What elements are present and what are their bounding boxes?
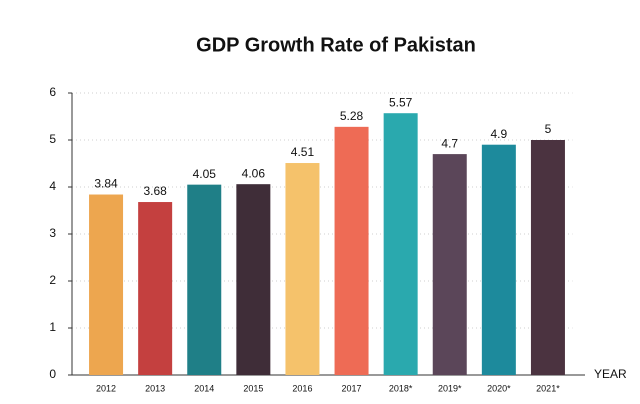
x-axis-label: YEAR bbox=[594, 367, 627, 381]
data-label: 3.68 bbox=[143, 184, 167, 198]
x-tick-label: 2013 bbox=[145, 383, 165, 393]
data-label: 4.05 bbox=[193, 167, 217, 181]
data-label: 4.06 bbox=[242, 166, 266, 180]
x-tick-label: 2017 bbox=[342, 383, 362, 393]
y-tick-label: 2 bbox=[49, 273, 56, 287]
y-tick-label: 4 bbox=[49, 179, 56, 193]
x-tick-label: 2015 bbox=[243, 383, 263, 393]
bar bbox=[432, 154, 467, 375]
bar bbox=[138, 202, 173, 375]
chart-title: GDP Growth Rate of Pakistan bbox=[196, 34, 476, 56]
y-tick-label: 1 bbox=[49, 320, 56, 334]
bar bbox=[383, 113, 418, 376]
x-tick-label: 2020* bbox=[487, 383, 511, 393]
x-tick-label: 2014 bbox=[194, 383, 214, 393]
data-label: 4.7 bbox=[441, 136, 458, 150]
bar bbox=[481, 144, 516, 375]
x-tick-label: 2021* bbox=[536, 383, 560, 393]
bar bbox=[89, 194, 124, 375]
bar bbox=[530, 140, 565, 375]
x-tick-label: 2019* bbox=[438, 383, 462, 393]
data-label: 4.51 bbox=[291, 145, 315, 159]
y-tick-label: 6 bbox=[49, 85, 56, 99]
data-label: 5 bbox=[545, 122, 552, 136]
bar bbox=[334, 126, 369, 375]
bar bbox=[236, 184, 271, 375]
bar bbox=[187, 184, 222, 375]
data-label: 5.57 bbox=[389, 95, 413, 109]
y-tick-label: 0 bbox=[49, 367, 56, 381]
x-tick-label: 2018* bbox=[389, 383, 413, 393]
x-tick-label: 2012 bbox=[96, 383, 116, 393]
data-label: 5.28 bbox=[340, 109, 364, 123]
data-label: 4.9 bbox=[491, 127, 508, 141]
x-tick-label: 2016 bbox=[292, 383, 312, 393]
y-tick-label: 3 bbox=[49, 226, 56, 240]
bar bbox=[285, 163, 320, 375]
data-label: 3.84 bbox=[94, 177, 118, 191]
y-tick-label: 5 bbox=[49, 132, 56, 146]
